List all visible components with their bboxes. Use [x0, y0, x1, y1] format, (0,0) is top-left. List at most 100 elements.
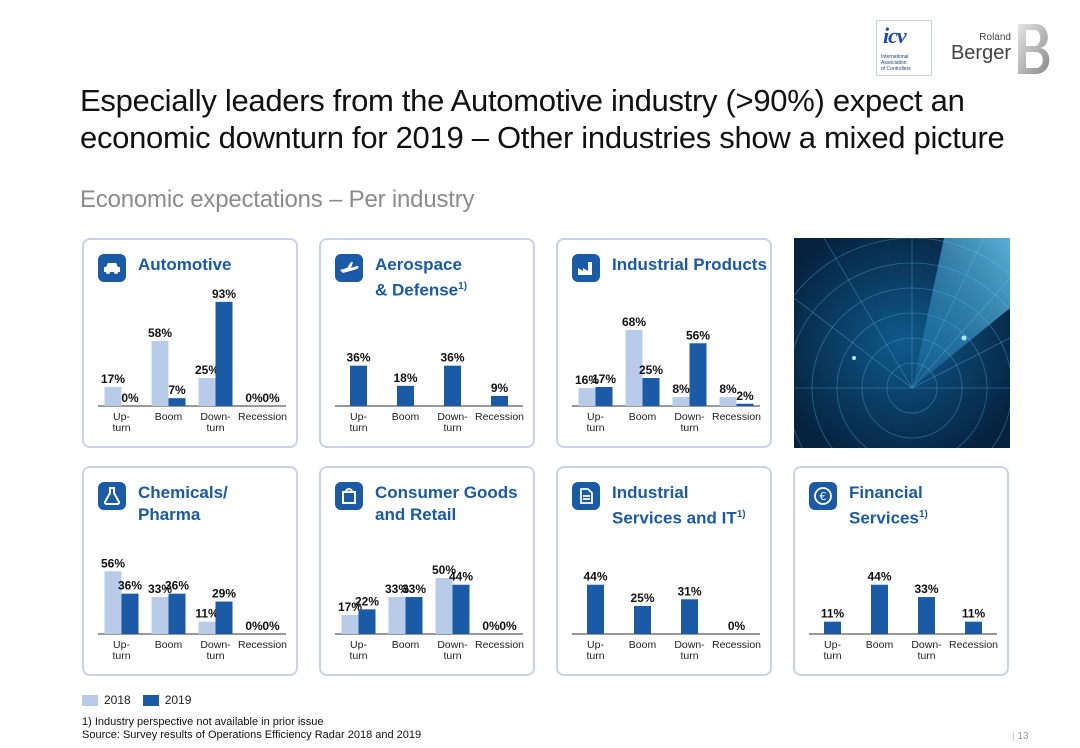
factory-icon	[572, 254, 600, 282]
bar-2019-2	[918, 597, 935, 634]
bar-2018-1	[388, 597, 406, 634]
data-label: 0%	[728, 619, 746, 633]
category-label: Boom	[155, 639, 183, 651]
data-label: 7%	[168, 383, 186, 397]
data-label: 50%	[432, 563, 456, 577]
consumer-goods-retail-chart: 17%22% Up-turn 33%33% Boom 50%44% Down-turn 0%…	[335, 563, 524, 662]
category-label: Up-	[113, 411, 130, 423]
data-label: 0%	[262, 391, 280, 405]
category-label: Down-	[437, 639, 468, 651]
data-label: 33%	[148, 582, 172, 596]
data-label: 33%	[914, 582, 938, 596]
category-label: turn	[349, 422, 367, 434]
document-icon	[572, 482, 600, 510]
panel-title: Industrial Services and IT1)	[612, 483, 746, 528]
bar-2018-2	[198, 378, 216, 406]
icv-logo-subtext: International Association of Controllers	[881, 54, 911, 72]
bar-2019-1	[168, 398, 186, 406]
roland-berger-logo-line1: Roland	[979, 32, 1011, 43]
page-number: 13	[1012, 731, 1028, 742]
financial-services-chart: 11% Up-turn 44% Boom 33% Down-turn 11% Recessio…	[809, 570, 998, 662]
data-label: 8%	[719, 382, 737, 396]
data-label: 11%	[962, 607, 986, 621]
bar-2018-1	[151, 597, 169, 634]
icv-logo-mark: icv	[883, 23, 907, 48]
bar-2019-3	[965, 621, 982, 634]
data-label: 17%	[338, 600, 362, 614]
data-label: 36%	[440, 351, 464, 365]
bar-2019-1	[405, 597, 423, 634]
bar-2019-3	[491, 395, 508, 406]
data-label: 0%	[245, 391, 263, 405]
bar-2018-1	[151, 341, 169, 406]
category-label: turn	[112, 422, 130, 434]
data-label: 44%	[583, 570, 607, 584]
bar-2019-0	[824, 621, 841, 634]
bar-2019-2	[215, 301, 233, 406]
category-label: Up-	[350, 639, 367, 651]
data-label: 22%	[355, 594, 379, 608]
data-label: 17%	[101, 372, 125, 386]
panel-title: Aerospace & Defense1)	[375, 255, 468, 300]
footnote: 1) Industry perspective not available in…	[82, 716, 324, 728]
category-label: Down-	[200, 411, 231, 423]
bar-2018-0	[104, 386, 122, 406]
category-label: Boom	[866, 639, 894, 651]
data-label: 0%	[482, 619, 500, 633]
legend-item-2018: 2018	[82, 693, 131, 707]
panel-automotive: Automotive 17% 0% Up-turn 58% 7% Boom 25% 93% Do…	[82, 238, 298, 448]
category-label: Up-	[587, 411, 604, 423]
category-label: turn	[349, 650, 367, 662]
data-label: 25%	[630, 591, 654, 605]
bar-2019-1	[642, 378, 660, 406]
category-label: Up-	[113, 639, 130, 651]
legend: 2018 2019	[82, 693, 203, 707]
bar-2019-0	[121, 593, 139, 634]
category-label: turn	[443, 650, 461, 662]
data-label: 44%	[867, 570, 891, 584]
bar-2019-2	[444, 365, 461, 406]
bar-2019-1	[871, 584, 888, 634]
flask-icon	[98, 482, 126, 510]
category-label: Down-	[911, 639, 942, 651]
category-label: Boom	[392, 639, 420, 651]
panel-consumer-goods-retail: Consumer Goods and Retail 17% 22% Up-turn 3…	[319, 466, 535, 676]
data-label: 36%	[346, 351, 370, 365]
category-label: Boom	[629, 639, 657, 651]
data-label: 11%	[195, 607, 219, 621]
category-label: Down-	[674, 411, 705, 423]
bar-2019-0	[587, 584, 604, 634]
category-label: Up-	[587, 639, 604, 651]
category-label: Down-	[437, 411, 468, 423]
legend-swatch-2019	[142, 694, 159, 706]
bar-2019-0	[358, 609, 376, 634]
data-label: 9%	[491, 381, 509, 395]
car-icon	[98, 254, 126, 282]
icv-logo: icv International Association of Control…	[876, 20, 932, 76]
data-label: 0%	[499, 619, 517, 633]
panel-aerospace-defense: Aerospace & Defense1) 36% Up-turn 18% Boom 3…	[319, 238, 535, 448]
data-label: 56%	[686, 328, 710, 342]
data-label: 29%	[212, 587, 236, 601]
panel-title: Industrial Products	[612, 255, 767, 274]
bar-2018-2	[672, 397, 690, 406]
panel-title: Automotive	[138, 255, 232, 274]
shopping-bag-icon	[335, 482, 363, 510]
bar-2019-2	[689, 343, 707, 406]
page-title: Especially leaders from the Automotive i…	[80, 83, 1005, 155]
data-label: 68%	[622, 315, 646, 329]
data-label: 93%	[212, 287, 236, 301]
panel-industrial-products: Industrial Products 16% 17% Up-turn 68% 25% B…	[556, 238, 772, 448]
category-label: turn	[586, 650, 604, 662]
bar-2019-1	[168, 593, 186, 634]
category-label: Recession	[238, 411, 287, 423]
roland-berger-logo: Roland Berger	[946, 20, 1056, 76]
data-label: 33%	[385, 582, 409, 596]
category-label: turn	[917, 650, 935, 662]
chemicals-pharma-chart: 56%36%Up-turn33%36%Boom11%29%Down-turn0%…	[98, 556, 287, 662]
data-label: 0%	[262, 619, 280, 633]
bar-2019-1	[397, 385, 414, 406]
panel-industrial-services-it: Industrial Services and IT1) 44% Up-turn 2…	[556, 466, 772, 676]
